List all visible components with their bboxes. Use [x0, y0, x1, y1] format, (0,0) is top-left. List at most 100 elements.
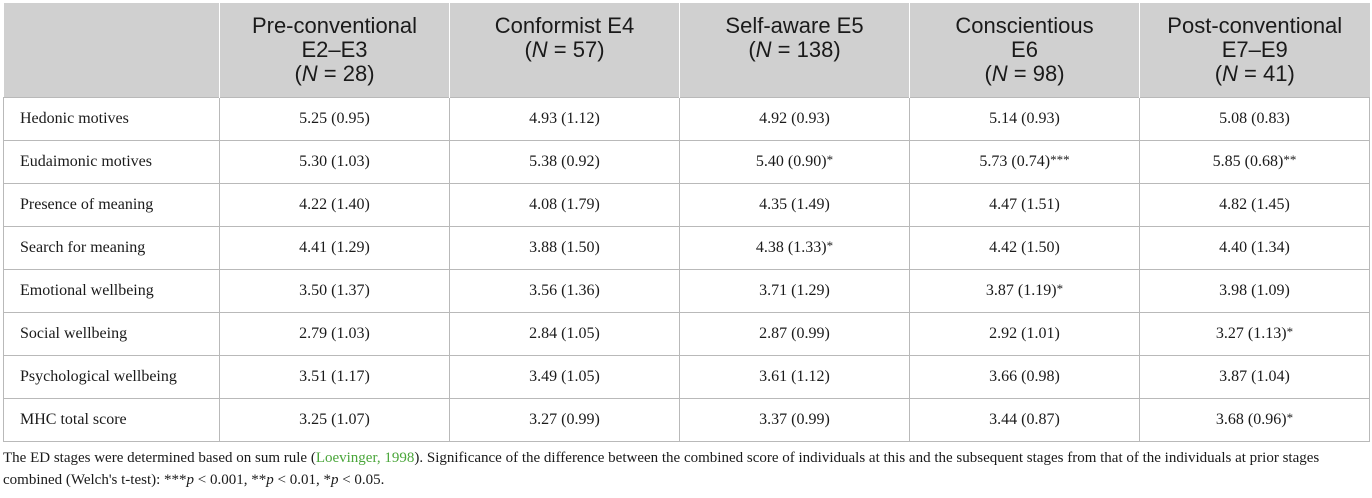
table-cell: 3.98 (1.09): [1139, 269, 1370, 313]
cell-value: 3.98 (1.09): [1219, 282, 1290, 299]
table-cell: 4.93 (1.12): [449, 97, 680, 141]
results-table: Pre-conventional E2–E3 (N = 28) Conformi…: [3, 3, 1370, 442]
table-row: Emotional wellbeing 3.50 (1.37) 3.56 (1.36…: [3, 269, 1370, 313]
footnote-text-1: The ED stages were determined based on s…: [3, 450, 316, 466]
row-label: Psychological wellbeing: [3, 355, 220, 399]
row-label: Eudaimonic motives: [3, 140, 220, 184]
cell-value: 4.40 (1.34): [1219, 239, 1290, 256]
table-cell: 3.66 (0.98): [909, 355, 1140, 399]
table-row: Hedonic motives 5.25 (0.95) 4.93 (1.12) 4.9…: [3, 97, 1370, 141]
column-header-n: (N = 28): [294, 61, 375, 86]
cell-value: 4.41 (1.29): [299, 239, 370, 256]
cell-value: 3.50 (1.37): [299, 282, 370, 299]
table-cell: 5.40 (0.90)*: [679, 140, 910, 184]
table-cell: 3.87 (1.19)*: [909, 269, 1140, 313]
significance-marker: *: [1286, 324, 1294, 339]
cell-value: 4.92 (0.93): [759, 110, 830, 127]
cell-value: 2.79 (1.03): [299, 325, 370, 342]
row-label: Search for meaning: [3, 226, 220, 270]
table-cell: 2.92 (1.01): [909, 312, 1140, 356]
table-cell: 4.92 (0.93): [679, 97, 910, 141]
cell-value: 5.73 (0.74): [979, 153, 1051, 170]
table-cell: 2.79 (1.03): [219, 312, 450, 356]
table-cell: 3.56 (1.36): [449, 269, 680, 313]
table-row: Social wellbeing 2.79 (1.03) 2.84 (1.05) 2.…: [3, 312, 1370, 356]
p-symbol: p: [330, 472, 339, 488]
n-label: N: [531, 37, 548, 62]
column-header-spacer: [684, 62, 905, 86]
significance-marker: **: [1283, 152, 1297, 167]
citation-link[interactable]: Loevinger, 1998: [315, 450, 415, 466]
table-cell: 3.50 (1.37): [219, 269, 450, 313]
column-header-line1: Conformist E4: [494, 13, 635, 38]
table-cell: 5.14 (0.93): [909, 97, 1140, 141]
column-header: Pre-conventional E2–E3 (N = 28): [219, 3, 450, 98]
cell-value: 3.25 (1.07): [299, 411, 370, 428]
cell-value: 2.92 (1.01): [989, 325, 1060, 342]
footnote-threshold-1: < 0.001, **: [194, 472, 267, 488]
p-symbol: p: [186, 472, 195, 488]
cell-value: 5.25 (0.95): [299, 110, 370, 127]
table-row: MHC total score 3.25 (1.07) 3.27 (0.99) 3.3…: [3, 398, 1370, 442]
column-header-spacer: [454, 62, 675, 86]
header-empty-cell: [3, 3, 220, 98]
table-cell: 4.08 (1.79): [449, 183, 680, 227]
cell-value: 5.85 (0.68): [1212, 153, 1284, 170]
cell-value: 4.38 (1.33): [755, 239, 827, 256]
cell-value: 3.88 (1.50): [529, 239, 600, 256]
header-row: Pre-conventional E2–E3 (N = 28) Conformi…: [3, 3, 1370, 98]
table-row: Presence of meaning 4.22 (1.40) 4.08 (1.79…: [3, 183, 1370, 227]
column-header-n: (N = 138): [748, 37, 841, 62]
cell-value: 2.84 (1.05): [529, 325, 600, 342]
table-row: Psychological wellbeing 3.51 (1.17) 3.49 (…: [3, 355, 1370, 399]
cell-value: 4.47 (1.51): [989, 196, 1060, 213]
column-header: Self-aware E5 (N = 138): [679, 3, 910, 98]
cell-value: 2.87 (0.99): [759, 325, 830, 342]
n-value: = 98: [1007, 61, 1058, 86]
column-header-line2: E6: [1011, 37, 1038, 62]
row-label: MHC total score: [3, 398, 220, 442]
cell-value: 5.38 (0.92): [529, 153, 600, 170]
cell-value: 4.08 (1.79): [529, 196, 600, 213]
table-cell: 3.61 (1.12): [679, 355, 910, 399]
table-cell: 3.88 (1.50): [449, 226, 680, 270]
column-header: Conscientious E6 (N = 98): [909, 3, 1140, 98]
column-header-line1: Post-conventional: [1167, 13, 1343, 38]
column-header: Post-conventional E7–E9 (N = 41): [1139, 3, 1370, 98]
column-header-n: (N = 41): [1214, 61, 1295, 86]
significance-marker: ***: [1050, 152, 1070, 167]
cell-value: 4.22 (1.40): [299, 196, 370, 213]
cell-value: 3.37 (0.99): [759, 411, 830, 428]
table-cell: 3.51 (1.17): [219, 355, 450, 399]
table-cell: 5.85 (0.68)**: [1139, 140, 1370, 184]
p-symbol: p: [266, 472, 274, 488]
cell-value: 3.27 (0.99): [529, 411, 600, 428]
footnote-threshold-3: < 0.05.: [338, 472, 385, 488]
table-cell: 4.40 (1.34): [1139, 226, 1370, 270]
column-header-line1: Self-aware E5: [725, 13, 864, 38]
cell-value: 4.42 (1.50): [989, 239, 1060, 256]
table-row: Eudaimonic motives 5.30 (1.03) 5.38 (0.92)…: [3, 140, 1370, 184]
table-cell: 4.42 (1.50): [909, 226, 1140, 270]
cell-value: 3.87 (1.19): [985, 282, 1057, 299]
table-cell: 3.37 (0.99): [679, 398, 910, 442]
table-cell: 4.82 (1.45): [1139, 183, 1370, 227]
table-cell: 3.87 (1.04): [1139, 355, 1370, 399]
column-header-line2: E2–E3: [301, 37, 368, 62]
column-header-n: (N = 57): [524, 37, 605, 62]
row-label: Social wellbeing: [3, 312, 220, 356]
cell-value: 5.14 (0.93): [989, 110, 1060, 127]
table-cell: 4.22 (1.40): [219, 183, 450, 227]
column-header-line1: Conscientious: [955, 13, 1094, 38]
cell-value: 3.71 (1.29): [759, 282, 830, 299]
table-cell: 3.68 (0.96)*: [1139, 398, 1370, 442]
table-cell: 3.25 (1.07): [219, 398, 450, 442]
cell-value: 5.40 (0.90): [755, 153, 827, 170]
column-header-n: (N = 98): [984, 61, 1065, 86]
table-footnote: The ED stages were determined based on s…: [3, 442, 1369, 491]
cell-value: 4.93 (1.12): [529, 110, 600, 127]
cell-value: 3.49 (1.05): [529, 368, 600, 385]
table-cell: 4.47 (1.51): [909, 183, 1140, 227]
cell-value: 4.35 (1.49): [759, 196, 830, 213]
table-cell: 3.49 (1.05): [449, 355, 680, 399]
